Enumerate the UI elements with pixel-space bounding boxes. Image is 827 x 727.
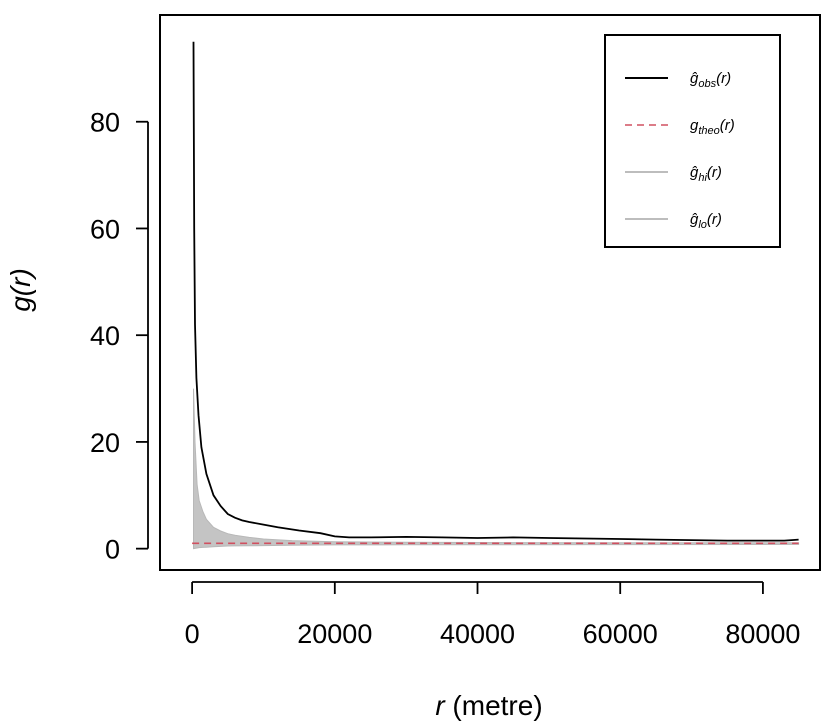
y-tick-label: 80 (90, 108, 120, 138)
legend-label-4: ĝlo(r) (690, 211, 722, 231)
y-axis-label: g(r) (5, 268, 36, 312)
plot-area (159, 14, 821, 571)
y-tick-label: 40 (90, 321, 120, 351)
legend-label-1: ĝobs(r) (690, 70, 731, 90)
x-tick-label: 40000 (440, 619, 515, 649)
legend-box (604, 34, 781, 248)
y-axis: 0 20 40 60 80 (90, 108, 149, 565)
envelope-band (193, 388, 800, 550)
legend: ĝobs(r) gtheo(r) ĝhi(r) ĝlo(r) (604, 34, 781, 248)
y-tick-label: 0 (105, 535, 120, 565)
x-axis: 0 20000 40000 60000 80000 (185, 581, 800, 649)
legend-label-2: gtheo(r) (690, 117, 735, 137)
plot-frame (159, 14, 821, 571)
x-tick-label: 0 (185, 619, 200, 649)
series-line-obs (192, 41, 799, 542)
legend-label-3: ĝhi(r) (690, 164, 722, 184)
y-tick-label: 60 (90, 214, 120, 244)
x-tick-label: 60000 (583, 619, 658, 649)
x-tick-label: 80000 (725, 619, 800, 649)
x-tick-label: 20000 (297, 619, 372, 649)
x-axis-label: r (metre) (435, 690, 542, 721)
y-tick-label: 20 (90, 428, 120, 458)
